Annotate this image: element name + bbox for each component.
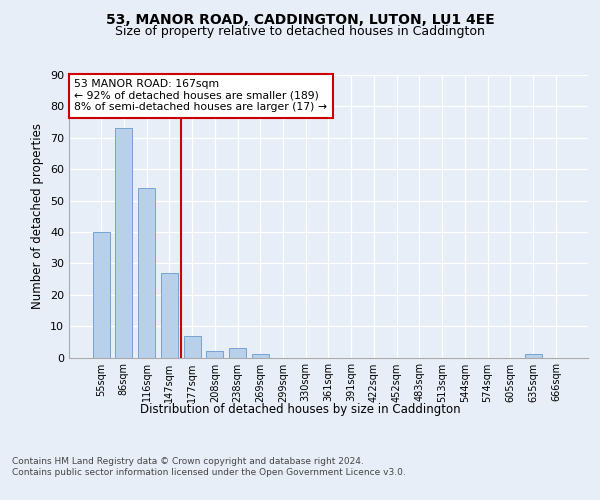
Text: 53, MANOR ROAD, CADDINGTON, LUTON, LU1 4EE: 53, MANOR ROAD, CADDINGTON, LUTON, LU1 4… <box>106 12 494 26</box>
Bar <box>161 273 178 357</box>
Bar <box>524 354 542 358</box>
Bar <box>115 128 133 358</box>
Text: Size of property relative to detached houses in Caddington: Size of property relative to detached ho… <box>115 25 485 38</box>
Text: 53 MANOR ROAD: 167sqm
← 92% of detached houses are smaller (189)
8% of semi-deta: 53 MANOR ROAD: 167sqm ← 92% of detached … <box>74 79 327 112</box>
Text: Contains HM Land Registry data © Crown copyright and database right 2024.
Contai: Contains HM Land Registry data © Crown c… <box>12 458 406 477</box>
Bar <box>184 336 200 357</box>
Bar <box>92 232 110 358</box>
Y-axis label: Number of detached properties: Number of detached properties <box>31 123 44 309</box>
Bar <box>138 188 155 358</box>
Bar <box>252 354 269 358</box>
Text: Distribution of detached houses by size in Caddington: Distribution of detached houses by size … <box>140 402 460 415</box>
Bar <box>229 348 246 358</box>
Bar <box>206 351 223 358</box>
